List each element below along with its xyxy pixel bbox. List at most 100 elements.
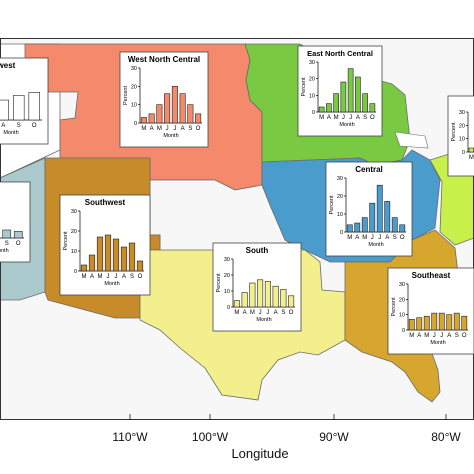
inset-bar-east-north-central	[347, 68, 354, 113]
inset-ytick-label-southwest: 0	[74, 269, 77, 275]
inset-chart-west: 0102030PercentJASOMonth	[0, 181, 31, 263]
inset-bar-central	[346, 224, 353, 233]
inset-xtick-label-east-north-central: M	[334, 115, 339, 121]
inset-xtick-label-northwest: S	[17, 123, 21, 129]
inset-xtick-label-central: A	[385, 235, 389, 241]
inset-ytick-label-east-north-central: 10	[309, 93, 315, 99]
inset-xtick-label-east-north-central: A	[327, 115, 331, 121]
inset-box-southeast	[387, 267, 474, 355]
inset-title-southeast: Southeast	[412, 271, 451, 280]
lon-label-100: 100°W	[192, 430, 229, 444]
inset-xtick-label-east-north-central: O	[370, 115, 375, 121]
inset-ytick-label-west-north-central: 20	[131, 84, 137, 90]
lake-erie	[394, 131, 429, 149]
inset-xtick-label-west-north-central: O	[196, 126, 201, 132]
inset-bar-central	[376, 184, 383, 233]
inset-ytick-label-northeast: 0	[462, 150, 465, 156]
inset-ylabel-south: Percent	[216, 273, 222, 292]
inset-title-northwest: hwest	[0, 61, 16, 70]
inset-xtick-label-west-north-central: J	[173, 126, 176, 132]
inset-ytick-label-south: 10	[224, 289, 230, 295]
inset-bar-central	[361, 217, 368, 233]
inset-title-central: Central	[355, 165, 383, 174]
lon-label-110: 110°W	[112, 430, 148, 444]
inset-ytick-label-east-north-central: 20	[309, 77, 315, 83]
inset-bar-southeast	[416, 317, 423, 331]
inset-xtick-label-south: S	[281, 310, 285, 316]
inset-xtick-label-south: A	[243, 310, 247, 316]
inset-title-south: South	[246, 246, 269, 255]
inset-bar-central	[384, 201, 391, 233]
inset-xtick-label-southwest: A	[122, 274, 126, 280]
inset-bar-south	[272, 285, 279, 308]
inset-bar-south	[264, 281, 271, 308]
inset-xtick-label-east-north-central: J	[342, 115, 345, 121]
inset-bar-northwest	[28, 92, 40, 121]
inset-xtick-label-southeast: J	[440, 333, 443, 339]
inset-xtick-label-east-north-central: A	[356, 115, 360, 121]
inset-bar-south	[249, 282, 256, 308]
inset-ytick-label-northeast: 10	[459, 137, 465, 143]
inset-xlabel-northwest: Month	[3, 130, 18, 136]
inset-bar-southwest	[80, 264, 88, 272]
inset-ylabel-west-north-central: Percent	[123, 86, 129, 105]
inset-ytick-label-central: 20	[337, 194, 343, 200]
inset-xtick-label-east-north-central: M	[319, 115, 324, 121]
inset-ytick-label-west-north-central: 30	[131, 66, 137, 72]
inset-bar-southeast	[453, 312, 460, 331]
inset-bar-west	[13, 231, 23, 239]
lon-label-90: 90°W	[319, 430, 349, 444]
inset-ylabel-southwest: Percent	[63, 231, 69, 250]
inset-xtick-label-southwest: J	[107, 274, 110, 280]
inset-bar-southwest	[120, 246, 128, 272]
inset-bar-east-north-central	[355, 76, 361, 113]
inset-xtick-label-west-north-central: A	[150, 126, 154, 132]
inset-xlabel-southwest: Month	[104, 281, 119, 287]
inset-xtick-label-central: M	[362, 235, 367, 241]
inset-ytick-label-east-north-central: 30	[309, 60, 315, 66]
inset-title-west-north-central: West North Central	[128, 55, 200, 64]
inset-xtick-label-northwest: O	[32, 123, 37, 129]
inset-ytick-label-central: 10	[337, 212, 343, 218]
inset-xtick-label-east-north-central: J	[349, 115, 352, 121]
inset-xtick-label-southeast: O	[462, 333, 467, 339]
inset-xtick-label-south: A	[274, 310, 278, 316]
inset-xtick-label-southwest: J	[115, 274, 118, 280]
inset-ytick-label-southwest: 30	[71, 209, 77, 215]
inset-ytick-label-west-north-central: 0	[134, 121, 137, 127]
inset-bar-east-north-central	[318, 106, 325, 113]
inset-bar-southwest	[128, 242, 136, 272]
inset-bar-east-north-central	[333, 93, 339, 113]
inset-bar-southeast	[438, 312, 445, 331]
inset-bar-southwest	[112, 238, 120, 272]
inset-bar-southwest	[136, 260, 144, 272]
inset-bar-west-north-central	[148, 113, 155, 124]
inset-bar-south	[241, 292, 248, 308]
inset-bar-southwest	[96, 236, 104, 272]
inset-xlabel-south: Month	[256, 317, 271, 323]
inset-bar-southeast	[446, 314, 453, 331]
inset-ytick-label-southwest: 20	[71, 229, 77, 235]
inset-bar-south	[257, 279, 264, 308]
inset-bar-west-north-central	[156, 104, 163, 124]
inset-ylabel-central: Percent	[329, 195, 335, 214]
inset-xtick-label-southwest: O	[138, 274, 143, 280]
inset-xtick-label-west-north-central: J	[166, 126, 169, 132]
inset-xtick-label-southeast: S	[455, 333, 459, 339]
inset-ylabel-northeast: Percent	[451, 122, 457, 141]
inset-bar-west-north-central	[140, 117, 147, 124]
inset-bar-east-north-central	[340, 81, 347, 113]
longitude-axis: 110°W 100°W 90°W 80°W Longitude	[112, 414, 461, 461]
inset-xtick-label-east-north-central: S	[363, 115, 367, 121]
inset-bar-east-north-central	[369, 103, 376, 113]
inset-box-south	[212, 242, 302, 332]
inset-xtick-label-southwest: S	[130, 274, 134, 280]
inset-bar-east-north-central	[326, 103, 332, 113]
